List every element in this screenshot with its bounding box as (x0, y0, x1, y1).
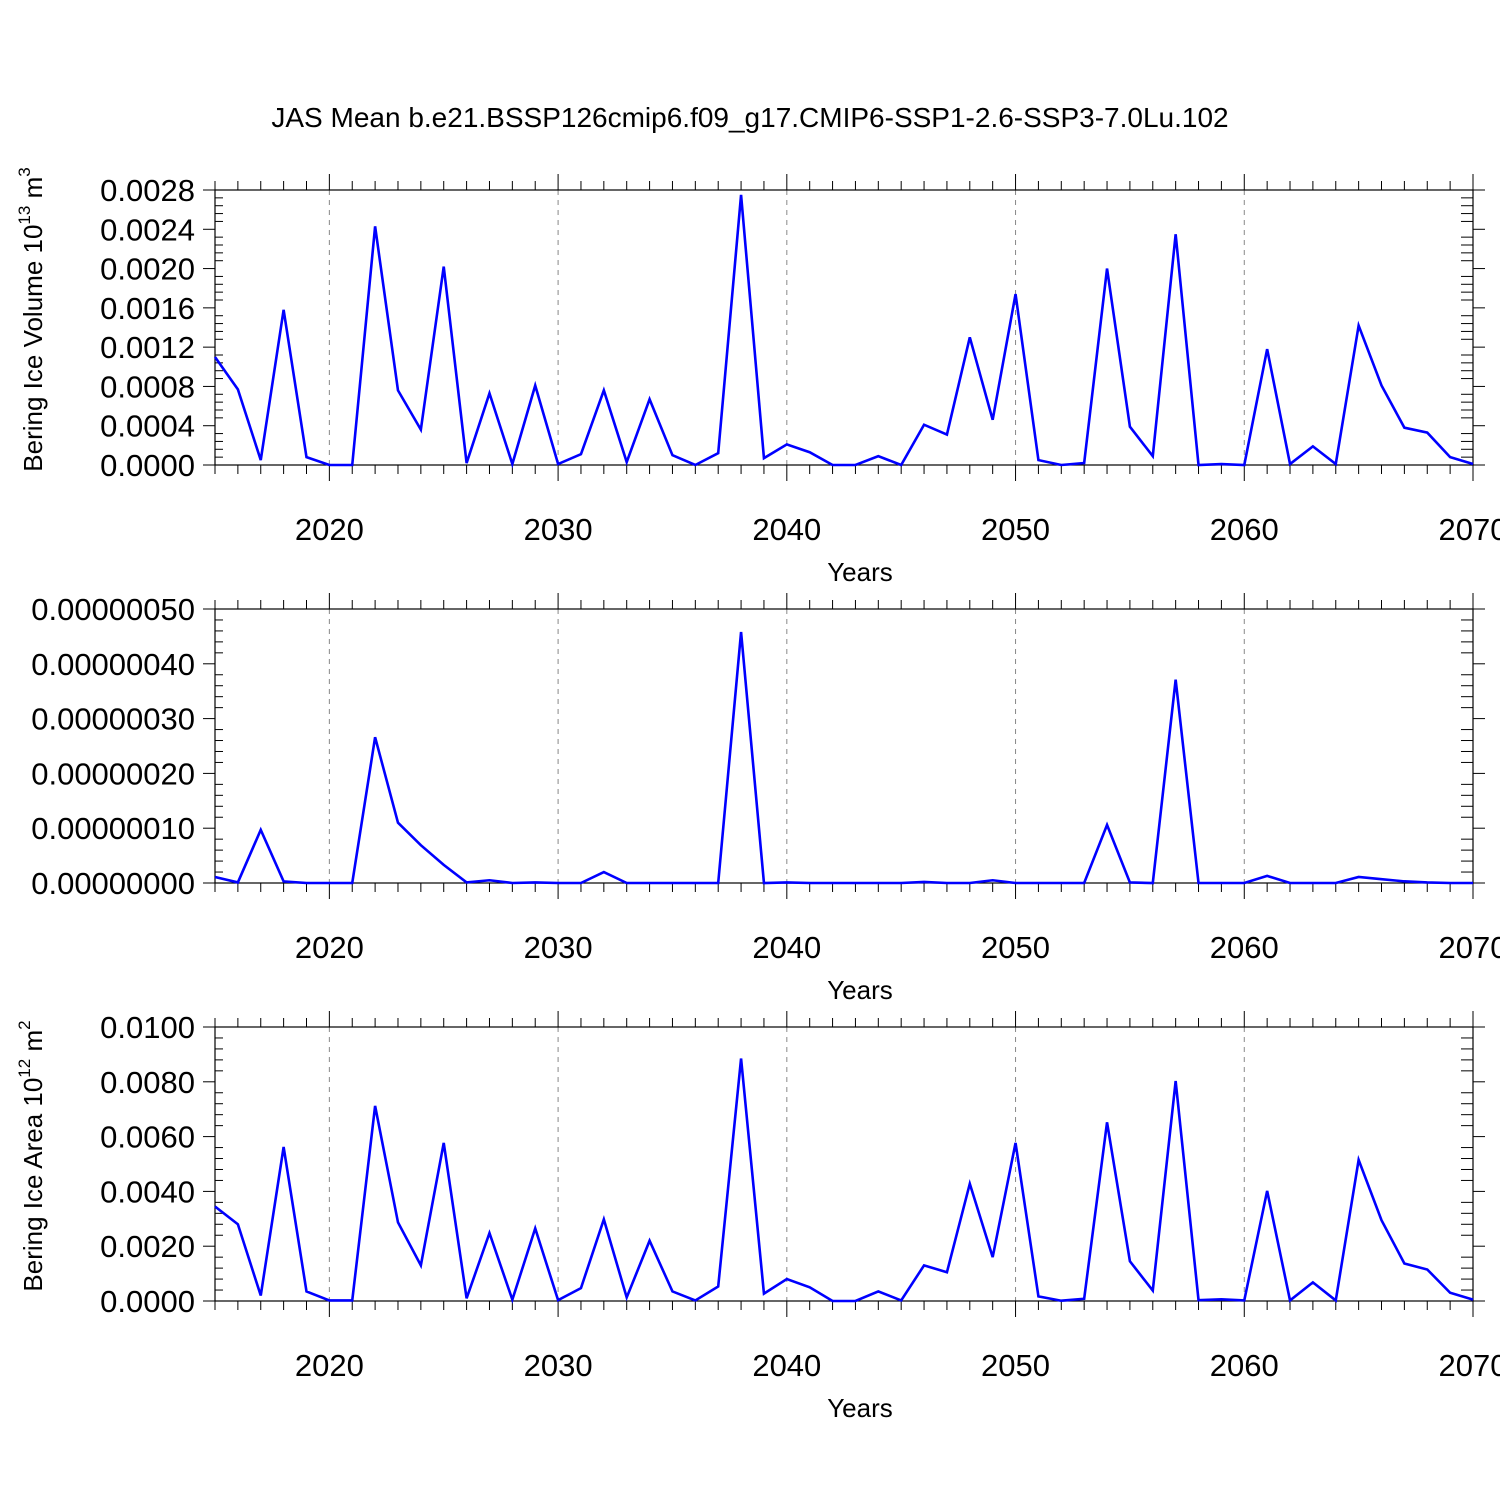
x-axis-label: Years (827, 557, 893, 587)
x-tick-label: 2070 (1439, 930, 1500, 965)
y-tick-label: 0.00000050 (31, 592, 195, 627)
x-tick-label: 2030 (524, 512, 593, 547)
x-tick-label: 2060 (1210, 512, 1279, 547)
x-tick-label: 2050 (981, 512, 1050, 547)
x-tick-label: 2050 (981, 930, 1050, 965)
y-tick-label: 0.0024 (100, 212, 195, 247)
y-tick-label: 0.00000020 (31, 756, 195, 791)
x-tick-label: 2070 (1439, 1348, 1500, 1383)
plot-frame (214, 1026, 1474, 1302)
x-tick-label: 2020 (295, 1348, 364, 1383)
series-line (214, 631, 1473, 885)
plot-frame (214, 608, 1474, 884)
x-tick-label: 2020 (295, 930, 364, 965)
y-tick-label: 0.0008 (100, 369, 195, 404)
y-axis-label-unit: m (18, 177, 48, 206)
plot-frame (214, 189, 1474, 466)
y-tick-label: 0.0000 (100, 1284, 195, 1319)
y-axis-label: Bering Ice Area 1012 m2 (15, 1020, 48, 1291)
chart-panel-1: 0.0000 0.0004 0.0008 0.0012 0.0016 0.0020 0.00… (15, 167, 1500, 587)
x-axis-label: Years (827, 975, 893, 1005)
y-tick-label: 0.0060 (100, 1120, 195, 1155)
y-axis-label-exponent: 13 (15, 206, 34, 225)
y-axis-label-unit: m (18, 1030, 48, 1059)
chart-panel-2: 0.00000000 0.00000010 0.00000020 0.00000030… (31, 592, 1500, 1005)
y-tick-label: 0.0100 (100, 1010, 195, 1045)
y-tick-label: 0.0004 (100, 409, 195, 444)
x-tick-label: 2040 (752, 930, 821, 965)
series-line (214, 1058, 1474, 1304)
y-axis-label-text: Bering Ice Area 10 (18, 1078, 48, 1292)
y-tick-label: 0.0000 (100, 448, 195, 483)
y-tick-label: 0.0012 (100, 330, 195, 365)
x-tick-label: 2020 (295, 512, 364, 547)
y-axis-label-text: Bering Ice Volume 10 (18, 225, 48, 472)
y-tick-label: 0.0080 (100, 1065, 195, 1100)
series-line (213, 194, 1474, 469)
x-tick-label: 2040 (752, 512, 821, 547)
x-tick-label: 2070 (1439, 512, 1500, 547)
y-tick-label: 0.00000030 (31, 702, 195, 737)
x-tick-label: 2060 (1210, 1348, 1279, 1383)
y-tick-label: 0.0040 (100, 1174, 195, 1209)
y-axis-label-unit-exponent: 3 (15, 167, 34, 176)
x-axis-label: Years (827, 1393, 893, 1423)
y-tick-label: 0.00000000 (31, 866, 195, 901)
y-tick-label: 0.0016 (100, 291, 195, 326)
x-tick-label: 2050 (981, 1348, 1050, 1383)
x-tick-label: 2030 (524, 1348, 593, 1383)
y-tick-label: 0.00000010 (31, 811, 195, 846)
x-tick-label: 2060 (1210, 930, 1279, 965)
y-axis-label: Bering Ice Volume 1013 m3 (15, 167, 48, 471)
y-axis-label-unit-exponent: 2 (15, 1020, 34, 1029)
y-axis-label-exponent: 12 (15, 1059, 34, 1078)
x-tick-label: 2040 (752, 1348, 821, 1383)
y-tick-label: 0.0020 (100, 1229, 195, 1264)
y-tick-label: 0.0028 (100, 173, 195, 208)
x-tick-label: 2030 (524, 930, 593, 965)
chart-panel-3: 0.0000 0.0020 0.0040 0.0060 0.0080 0.0100 2020… (15, 1010, 1500, 1423)
y-tick-label: 0.00000040 (31, 647, 195, 682)
y-tick-label: 0.0020 (100, 252, 195, 287)
figure-title: JAS Mean b.e21.BSSP126cmip6.f09_g17.CMIP… (271, 102, 1228, 133)
